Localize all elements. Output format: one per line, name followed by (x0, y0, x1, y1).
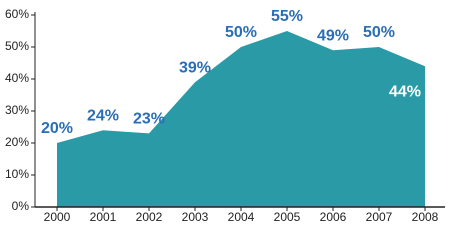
y-tick-label: 40% (5, 71, 29, 85)
x-tick-label: 2006 (320, 210, 347, 224)
value-label: 55% (271, 8, 303, 25)
y-tick-label: 0% (12, 199, 30, 213)
x-tick-label: 2007 (366, 210, 393, 224)
y-tick-label: 30% (5, 103, 29, 117)
y-tick-label: 20% (5, 135, 29, 149)
x-tick-label: 2002 (136, 210, 163, 224)
x-tick-label: 2001 (90, 210, 117, 224)
value-label: 20% (41, 120, 73, 137)
y-tick-label: 50% (5, 39, 29, 53)
y-tick-label: 60% (5, 7, 29, 21)
x-tick-label: 2000 (44, 210, 71, 224)
chart: 0% 10% 20% 30% 40% 50% 60% 2000 2001 2002 2003 2004… (5, 7, 445, 224)
y-tick-label: 10% (5, 167, 29, 181)
area (57, 31, 425, 207)
x-tick-label: 2004 (228, 210, 255, 224)
value-label: 24% (87, 107, 119, 124)
x-tick-label: 2005 (274, 210, 301, 224)
value-label: 50% (363, 24, 395, 41)
value-label: 50% (225, 24, 257, 41)
value-label: 39% (179, 59, 211, 76)
value-label: 23% (133, 111, 165, 128)
x-tick-label: 2008 (412, 210, 439, 224)
x-tick-label: 2003 (182, 210, 209, 224)
value-label: 44% (389, 83, 421, 100)
value-label: 49% (317, 27, 349, 44)
